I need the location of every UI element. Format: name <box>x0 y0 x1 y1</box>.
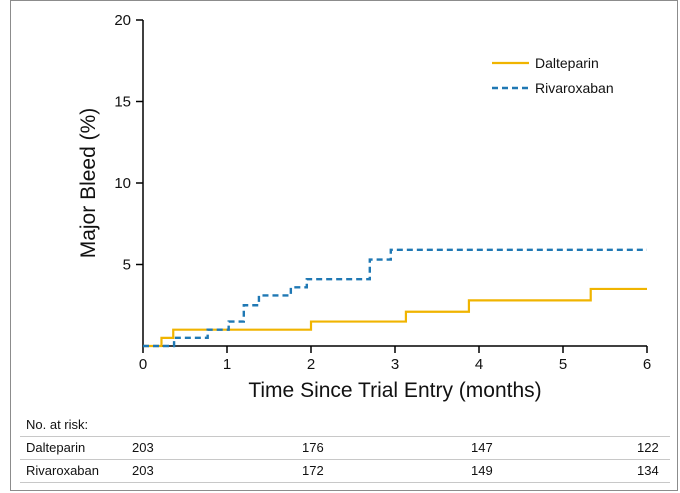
risk-table-header-row: No. at risk: <box>20 414 670 437</box>
series-line-dalteparin <box>143 287 647 348</box>
risk-label-rivaroxaban: Rivaroxaban <box>26 463 99 478</box>
risk-table: No. at risk: Dalteparin 203 176 147 122 … <box>20 414 670 483</box>
risk-value: 203 <box>132 440 154 455</box>
x-tick-label: 6 <box>643 356 651 373</box>
risk-value: 147 <box>471 440 493 455</box>
risk-value: 176 <box>302 440 324 455</box>
x-tick-label: 0 <box>139 356 147 373</box>
y-tick-label: 15 <box>114 94 131 111</box>
legend-label-rivaroxaban: Rivaroxaban <box>535 80 614 96</box>
risk-table-header: No. at risk: <box>26 417 89 432</box>
series-line-rivaroxaban <box>143 248 647 348</box>
x-tick-label: 1 <box>223 356 231 373</box>
risk-row-rivaroxaban: Rivaroxaban 203 172 149 134 <box>20 460 670 483</box>
y-tick-label: 10 <box>114 175 131 192</box>
y-tick-label: 20 <box>114 12 131 29</box>
x-tick-label: 4 <box>475 356 483 373</box>
legend-label-dalteparin: Dalteparin <box>535 55 599 71</box>
risk-value: 172 <box>302 463 324 478</box>
risk-value: 149 <box>471 463 493 478</box>
risk-value: 134 <box>637 463 659 478</box>
x-tick-label: 5 <box>559 356 567 373</box>
y-tick-label: 5 <box>123 257 131 274</box>
risk-row-dalteparin: Dalteparin 203 176 147 122 <box>20 437 670 460</box>
risk-value: 122 <box>637 440 659 455</box>
x-axis-label: Time Since Trial Entry (months) <box>248 379 541 402</box>
x-tick-label: 2 <box>307 356 315 373</box>
x-tick-label: 3 <box>391 356 399 373</box>
chart-frame <box>10 0 678 491</box>
risk-value: 203 <box>132 463 154 478</box>
risk-label-dalteparin: Dalteparin <box>26 440 86 455</box>
y-axis-label: Major Bleed (%) <box>77 108 100 259</box>
